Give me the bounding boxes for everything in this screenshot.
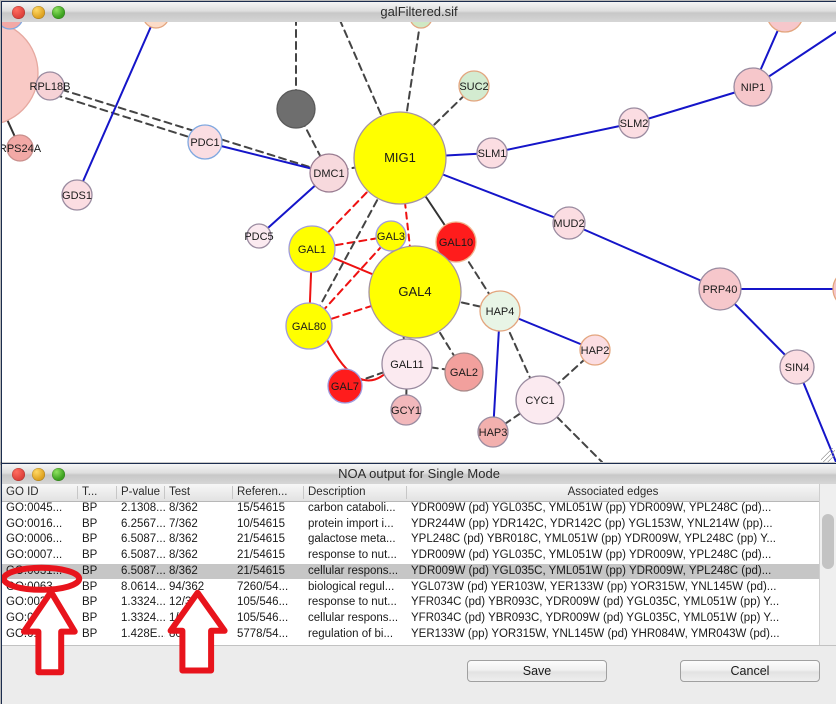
svg-text:HAP4: HAP4 (486, 306, 515, 318)
svg-text:DMC1: DMC1 (313, 168, 344, 180)
svg-text:PRP40: PRP40 (703, 284, 738, 296)
svg-text:HAP3: HAP3 (479, 427, 508, 439)
svg-text:GAL3: GAL3 (377, 231, 405, 243)
svg-text:GAL2: GAL2 (450, 367, 478, 379)
svg-text:MUD2: MUD2 (553, 218, 584, 230)
svg-text:GAL4: GAL4 (398, 284, 431, 299)
svg-text:GAL7: GAL7 (331, 381, 359, 393)
svg-text:PDC5: PDC5 (244, 231, 273, 243)
svg-text:NIP1: NIP1 (741, 82, 765, 94)
svg-text:SLM2: SLM2 (620, 118, 649, 130)
svg-text:GAL80: GAL80 (292, 321, 326, 333)
svg-text:SUC2: SUC2 (459, 81, 488, 93)
svg-text:GAL11: GAL11 (390, 359, 423, 371)
svg-text:GCY1: GCY1 (391, 405, 421, 417)
svg-text:RPS24A: RPS24A (2, 143, 42, 155)
svg-text:SIN4: SIN4 (785, 362, 809, 374)
svg-text:CYC1: CYC1 (525, 395, 554, 407)
svg-text:PDC1: PDC1 (190, 137, 219, 149)
svg-text:SLM1: SLM1 (478, 148, 507, 160)
svg-text:GDS1: GDS1 (62, 190, 92, 202)
svg-text:HAP2: HAP2 (581, 345, 610, 357)
svg-text:RPL18B: RPL18B (30, 81, 71, 93)
svg-text:GAL10: GAL10 (439, 237, 473, 249)
svg-text:MIG1: MIG1 (384, 150, 416, 165)
svg-text:GAL1: GAL1 (298, 244, 326, 256)
